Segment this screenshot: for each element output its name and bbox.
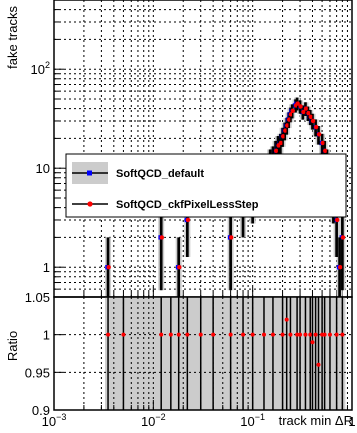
ratio-data-point [159, 332, 164, 337]
ratio-data-point [310, 340, 315, 345]
ratio-data-point [261, 332, 266, 337]
ratio-data-point [288, 332, 293, 337]
ratio-data-point [316, 362, 321, 367]
ratio-data-point [211, 332, 216, 337]
main-y-tick-label: 102 [31, 60, 50, 77]
ratio-data-point [308, 332, 313, 337]
legend-label-ckf: SoftQCD_ckfPixelLessStep [116, 199, 259, 211]
main-data-point-ckf [290, 108, 295, 113]
ratio-data-point [228, 332, 233, 337]
ratio-data-point [303, 332, 308, 337]
x-tick-label: 1 [348, 414, 355, 429]
x-tick-label: 10−1 [240, 412, 265, 429]
main-data-point-ckf [313, 124, 319, 130]
ratio-data-point [322, 332, 327, 337]
main-data-point-ckf [303, 106, 309, 111]
ratio-data-point [340, 332, 345, 337]
ratio-y-tick-label: 0.9 [32, 403, 50, 418]
ratio-data-point [185, 332, 190, 337]
main-data-point-ckf [280, 134, 286, 139]
legend: SoftQCD_default SoftQCD_ckfPixelLessStep [65, 153, 347, 218]
ratio-data-point [284, 317, 289, 322]
ratio-data-point [198, 332, 203, 337]
main-panel: 1 10 102 [31, 0, 353, 298]
x-tick-label: 10−2 [141, 412, 166, 429]
ratio-data-point [270, 332, 275, 337]
ratio-data-point [298, 332, 303, 337]
ratio-data-point [168, 332, 173, 337]
main-frame [53, 0, 353, 298]
ratio-data-point [106, 332, 111, 337]
main-data-point-ckf [298, 104, 303, 109]
main-data-point-ckf [273, 148, 279, 153]
ratio-data-point [327, 332, 332, 337]
ratio-data-point [121, 332, 126, 337]
main-data-point-ckf [159, 235, 164, 240]
ratio-data-point [334, 332, 339, 337]
ratio-data-point [280, 332, 285, 337]
ratio-data-point [241, 332, 246, 337]
x-tick-label: 10−3 [42, 412, 67, 429]
ratio-data-point [295, 332, 300, 337]
x-axis-label: track min ΔR [279, 413, 353, 428]
ratio-y-tick-label: 1.05 [25, 290, 50, 305]
ratio-data-point [176, 332, 181, 337]
legend-label-default: SoftQCD_default [116, 168, 204, 180]
main-data-point-ckf [323, 148, 328, 153]
legend-box [65, 153, 347, 218]
y-axis-label-main: fake tracks [5, 6, 20, 69]
main-data-point-ckf [285, 123, 290, 128]
main-y-tick-label: 10 [36, 161, 50, 176]
main-data-point-ckf [295, 101, 300, 106]
main-data-point-ckf [106, 264, 111, 270]
main-data-point-ckf [177, 264, 182, 270]
ratio-panel: 0.9 0.95 1 1.05 10−3 10−2 10−1 1 [25, 290, 356, 429]
main-y-tick-label: 1 [43, 260, 50, 275]
main-data-point-ckf [278, 140, 284, 146]
ratio-y-tick-label: 0.95 [25, 365, 50, 380]
main-data-point-ckf [185, 217, 191, 223]
main-data-point-ckf [306, 110, 311, 116]
ratio-y-tick-label: 1 [43, 328, 50, 343]
ratio-data-point [313, 332, 318, 337]
main-data-point-ckf [308, 114, 314, 120]
main-data-point-ckf [229, 235, 234, 240]
ratio-uncertainty-band [105, 297, 346, 410]
main-data-point-ckf [301, 109, 306, 115]
ratio-frame [53, 296, 353, 411]
legend-marker-ckf [87, 201, 93, 207]
main-data-point-ckf [316, 132, 322, 137]
main-data-point-ckf [310, 118, 316, 124]
main-data-point-ckf [340, 235, 346, 240]
main-data-point-ckf [335, 217, 340, 223]
ratio-data-point [250, 332, 255, 337]
main-data-point-ckf [337, 264, 343, 270]
legend-marker-default [87, 170, 92, 176]
y-axis-label-ratio: Ratio [5, 331, 20, 361]
main-data-point-ckf [320, 140, 325, 146]
main-data-point-ckf [283, 128, 288, 133]
